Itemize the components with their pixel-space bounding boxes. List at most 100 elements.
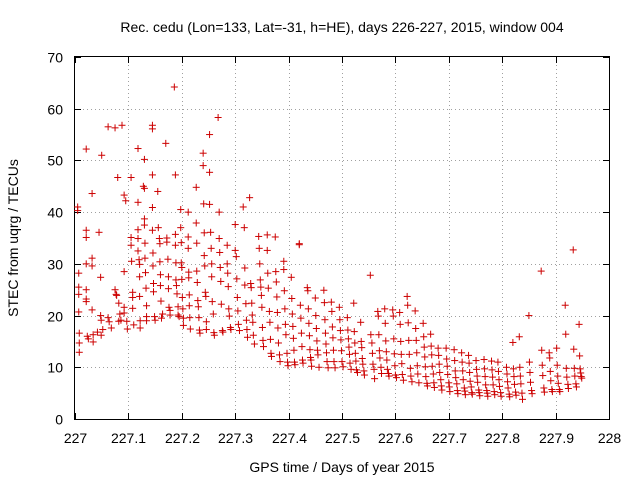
data-point — [546, 354, 554, 362]
data-point — [345, 343, 353, 351]
x-tick-label: 227.7 — [432, 430, 467, 446]
data-point — [75, 339, 83, 347]
data-point — [264, 269, 272, 277]
data-point — [490, 388, 498, 396]
data-point — [320, 286, 328, 294]
data-point — [569, 246, 577, 254]
data-point — [548, 388, 556, 396]
data-point — [436, 368, 444, 376]
data-point — [504, 384, 512, 392]
data-point — [496, 382, 504, 390]
data-point — [327, 298, 335, 306]
data-point — [273, 293, 281, 301]
data-point — [438, 386, 446, 394]
data-point — [179, 314, 187, 322]
data-point — [258, 303, 266, 311]
data-point — [483, 389, 491, 397]
data-point — [488, 357, 496, 365]
data-point — [148, 171, 156, 179]
data-point — [256, 276, 264, 284]
data-point — [82, 226, 90, 234]
data-point — [274, 324, 282, 332]
data-point — [304, 305, 312, 313]
data-point — [473, 372, 481, 380]
data-point — [200, 252, 208, 260]
data-point — [75, 348, 83, 356]
y-tick-label: 20 — [47, 309, 63, 325]
data-point — [233, 275, 241, 283]
data-point — [489, 373, 497, 381]
data-point — [331, 364, 339, 372]
data-point — [193, 267, 201, 275]
data-point — [525, 358, 533, 366]
data-point — [165, 303, 173, 311]
data-point — [224, 269, 232, 277]
data-point — [303, 284, 311, 292]
data-point — [156, 282, 164, 290]
data-point — [164, 273, 172, 281]
data-point — [437, 382, 445, 390]
data-point — [437, 376, 445, 384]
data-point — [494, 367, 502, 375]
data-point — [295, 240, 303, 248]
data-point — [497, 389, 505, 397]
data-point — [562, 330, 570, 338]
data-point — [129, 293, 137, 301]
data-point — [199, 149, 207, 157]
data-point — [427, 342, 435, 350]
data-point — [140, 215, 148, 223]
data-point — [398, 360, 406, 368]
data-point — [288, 310, 296, 318]
data-point — [491, 391, 499, 399]
data-point — [312, 325, 320, 332]
data-point — [242, 316, 250, 324]
data-point — [280, 266, 288, 274]
data-point — [215, 208, 223, 216]
data-point — [209, 310, 217, 318]
data-point — [248, 311, 256, 319]
data-point — [385, 372, 393, 380]
data-point — [480, 356, 488, 364]
data-point — [306, 346, 314, 354]
data-point — [82, 145, 90, 153]
data-point — [516, 372, 524, 380]
data-point — [177, 206, 185, 214]
data-point — [450, 346, 458, 354]
data-point — [444, 371, 452, 379]
data-point — [170, 83, 178, 91]
data-point — [430, 383, 438, 391]
data-point — [420, 333, 428, 341]
data-point — [556, 388, 564, 396]
data-point — [512, 391, 520, 399]
data-point — [266, 318, 274, 326]
data-point — [75, 283, 83, 291]
data-point — [443, 355, 451, 363]
data-point — [149, 288, 157, 296]
data-point — [281, 305, 289, 313]
data-point — [515, 333, 523, 341]
data-point — [390, 350, 398, 358]
data-point — [268, 352, 276, 360]
data-point — [371, 375, 379, 383]
data-point — [422, 373, 430, 381]
data-point — [194, 303, 202, 311]
data-point — [271, 233, 279, 241]
data-point — [468, 390, 476, 398]
axis-ticks — [75, 57, 610, 420]
data-point — [382, 348, 390, 356]
data-point — [413, 362, 421, 370]
data-point — [298, 356, 306, 364]
data-point — [175, 313, 183, 321]
data-point — [184, 208, 192, 216]
data-point — [374, 307, 382, 315]
data-point — [185, 274, 193, 282]
data-point — [512, 388, 520, 396]
data-point — [307, 356, 315, 364]
data-point — [243, 326, 251, 334]
data-point — [210, 331, 218, 339]
data-point — [148, 226, 156, 234]
data-point — [117, 316, 125, 324]
data-point — [148, 203, 156, 211]
data-point — [140, 155, 148, 163]
data-point — [321, 316, 329, 324]
